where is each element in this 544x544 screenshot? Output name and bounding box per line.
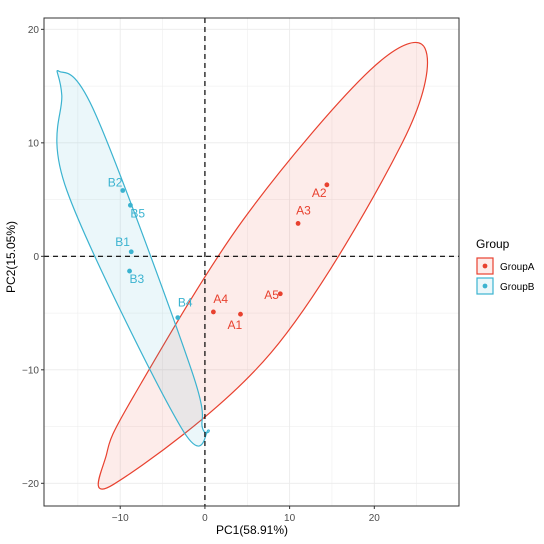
legend: Group GroupA GroupB	[476, 237, 535, 295]
point-label-a3: A3	[296, 203, 311, 217]
x-tick-label: 0	[202, 513, 208, 524]
x-tick-label: 10	[284, 513, 296, 524]
ellipse-groupb	[56, 70, 210, 447]
ellipse-groupa	[97, 41, 429, 490]
point-label-b1: B1	[115, 235, 130, 249]
point-label-b5: B5	[130, 206, 145, 220]
y-tick-label: 0	[33, 252, 39, 263]
legend-title: Group	[476, 237, 510, 251]
point-label-b2: B2	[108, 176, 123, 190]
legend-marker-groupb	[482, 283, 488, 289]
ellipse-layer	[56, 41, 429, 490]
point-b3	[127, 268, 132, 274]
y-tick-label: −20	[22, 479, 39, 490]
point-a4	[210, 309, 216, 315]
axis-layer: −10 0 10 20 −20 −10 0 10 20	[22, 17, 460, 524]
grid-layer	[44, 18, 460, 506]
point-label-a4: A4	[213, 292, 228, 306]
point-label-b3: B3	[130, 272, 145, 286]
reference-lines	[44, 18, 459, 506]
x-axis-title: PC1(58.91%)	[216, 523, 288, 537]
point-label-b4: B4	[178, 296, 193, 310]
point-label-a2: A2	[312, 186, 327, 200]
legend-label-groupb: GroupB	[500, 282, 535, 293]
x-tick-label: −10	[112, 513, 129, 524]
legend-marker-groupa	[482, 263, 488, 269]
legend-label-groupa: GroupA	[500, 262, 535, 273]
point-b2	[120, 188, 126, 193]
point-a3	[295, 221, 301, 226]
point-b5	[127, 202, 133, 208]
y-tick-label: 10	[28, 138, 40, 149]
plot-panel-border	[43, 17, 460, 507]
point-b4	[175, 315, 181, 321]
point-label-a1: A1	[227, 318, 242, 332]
point-a5	[277, 291, 283, 297]
point-b1	[128, 249, 134, 255]
point-a2	[324, 182, 330, 188]
y-axis-title: PC2(15.05%)	[4, 221, 18, 293]
point-label-a5: A5	[264, 288, 279, 302]
x-tick-label: 20	[369, 513, 381, 524]
point-a1	[238, 311, 243, 317]
y-tick-label: 20	[28, 25, 40, 36]
y-tick-label: −10	[22, 365, 39, 376]
